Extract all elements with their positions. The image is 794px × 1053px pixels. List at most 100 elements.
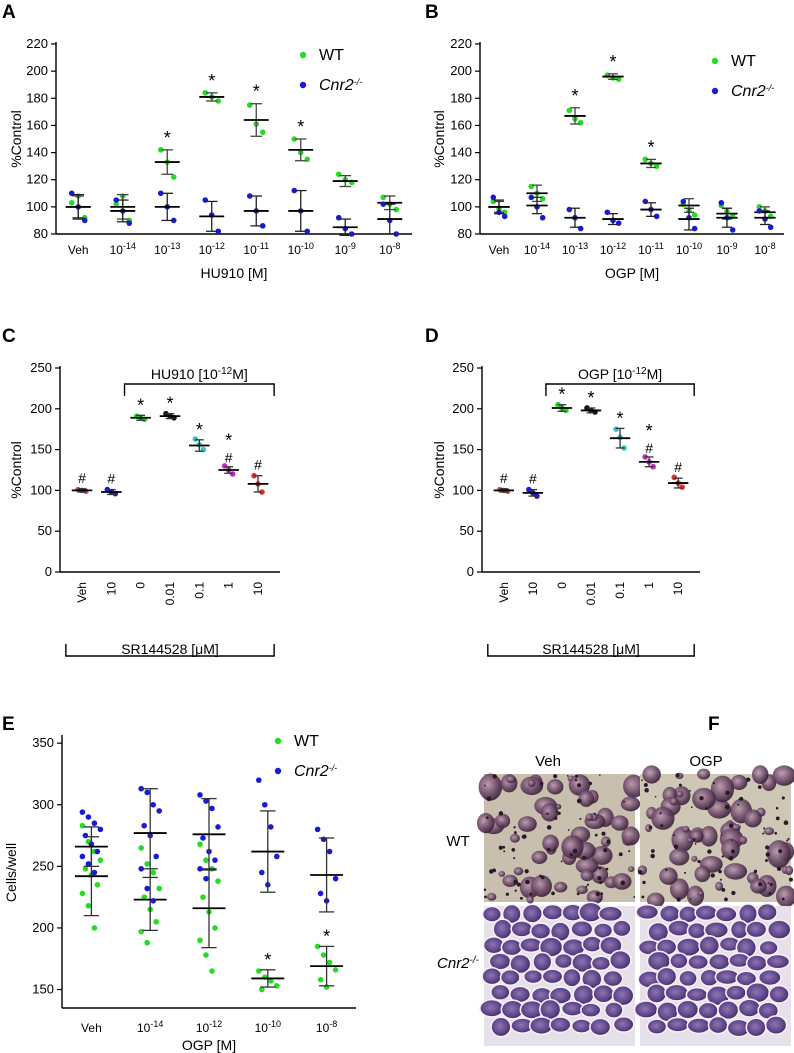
legend-label-ko: Cnr2-/- [319, 77, 362, 94]
y-tick-label: 250 [32, 858, 54, 873]
x-tick-label: 10-8 [754, 241, 775, 257]
cell [686, 885, 705, 906]
debris [622, 800, 626, 803]
cell [776, 885, 794, 908]
cell [479, 998, 505, 1018]
debris [574, 778, 578, 782]
cell [510, 920, 534, 938]
x-tick-label: 10-13 [154, 241, 180, 257]
cell [745, 1017, 767, 1038]
cell [725, 984, 748, 1002]
debris [633, 896, 636, 898]
debris [492, 774, 497, 779]
significance-mark: * [225, 431, 232, 451]
y-tick-label: 150 [30, 442, 52, 457]
data-point [490, 194, 497, 201]
legend-marker [299, 81, 307, 89]
data-point [255, 777, 262, 783]
debris [498, 811, 504, 816]
cell [522, 968, 544, 985]
cell [667, 919, 692, 937]
cell [499, 968, 521, 987]
debris [765, 845, 770, 850]
x-tick-label: Veh [68, 243, 89, 257]
data-point [203, 857, 209, 863]
cell [578, 790, 595, 807]
cell [580, 869, 594, 882]
cell [731, 823, 741, 831]
antagonist-bracket [65, 644, 275, 657]
y-tick-label: 220 [26, 36, 48, 51]
panel-letter-e: E [2, 714, 15, 735]
treatment-bracket [545, 383, 695, 396]
debris [731, 839, 733, 841]
debris [598, 866, 602, 870]
debris [637, 869, 643, 875]
cell [477, 812, 495, 834]
cell [764, 1015, 788, 1036]
debris [600, 898, 602, 901]
cell [686, 921, 708, 940]
y-tick-label: 80 [34, 226, 48, 241]
debris [648, 825, 653, 830]
debris [557, 811, 561, 815]
data-point [332, 967, 339, 973]
x-tick-label: 10 [671, 582, 685, 596]
debris [551, 891, 555, 896]
micrograph-ko-ogp [633, 902, 792, 1046]
data-point [85, 902, 92, 909]
data-point [79, 822, 86, 829]
cell [570, 1018, 593, 1034]
data-point [79, 809, 86, 815]
data-point [141, 894, 147, 900]
cell [576, 885, 588, 895]
data-point [215, 98, 222, 104]
debris [628, 850, 631, 853]
x-tick-label: Veh [497, 582, 511, 603]
cell [597, 905, 624, 923]
y-axis-label: %Control [431, 110, 447, 168]
data-point [393, 231, 400, 237]
x-tick-label: 1 [642, 582, 656, 589]
debris [599, 774, 601, 776]
y-tick-label: 150 [32, 982, 54, 997]
debris [539, 781, 544, 786]
significance-mark: # [225, 450, 233, 466]
significance-mark: * [558, 385, 565, 405]
y-tick-label: 100 [26, 199, 48, 214]
debris [737, 803, 740, 806]
debris [659, 812, 662, 815]
debris [546, 825, 552, 830]
significance-mark: * [571, 86, 578, 106]
y-tick-label: 300 [32, 797, 54, 812]
cell [635, 903, 660, 921]
chart-panel-e: 150 200 250 300 350 Cells/well Veh 10-14 10-12 10… [3, 733, 356, 1053]
debris [707, 849, 712, 854]
cell [580, 1002, 602, 1018]
antagonist-bracket [487, 644, 695, 657]
debris [781, 796, 785, 800]
data-point [94, 848, 101, 855]
debris [660, 824, 664, 828]
y-tick-label: 100 [450, 199, 472, 214]
data-point [274, 853, 280, 860]
cell [492, 918, 513, 940]
cell [737, 998, 762, 1018]
debris [618, 852, 623, 857]
cell [697, 890, 704, 896]
cell [765, 953, 791, 970]
cell [685, 986, 709, 1003]
data-point [653, 213, 660, 220]
debris [731, 890, 736, 896]
debris [676, 897, 681, 902]
row-label-wt: WT [446, 833, 469, 850]
x-tick-label: 10-11 [638, 241, 664, 257]
data-point [718, 199, 725, 206]
data-point [291, 187, 298, 194]
cell [478, 773, 503, 801]
cell [549, 1016, 572, 1034]
debris [712, 782, 715, 785]
panel-letter-d: D [425, 326, 439, 347]
debris [513, 826, 516, 829]
cell [611, 984, 635, 1007]
